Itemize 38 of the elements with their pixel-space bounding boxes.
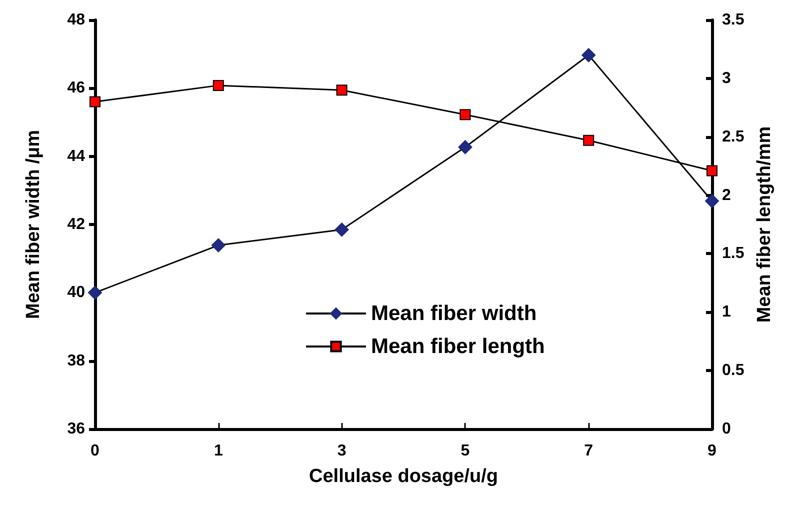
point	[212, 80, 224, 91]
x-tick-label: 3	[337, 442, 346, 460]
point	[706, 165, 718, 176]
y-axis-title: Mean fiber width /μm	[23, 130, 44, 319]
y-tick-label: 42	[67, 216, 86, 233]
y2-tick-label: 1.5	[722, 245, 744, 262]
y-tick-label: 36	[67, 420, 86, 438]
point	[336, 84, 348, 96]
x-tick-label: 1	[214, 442, 223, 460]
point	[583, 134, 594, 146]
y2-axis-title: Mean fiber length/mm	[754, 126, 776, 323]
y-tick-label: 46	[67, 80, 86, 97]
point	[582, 48, 596, 62]
x-tick-label: 5	[460, 442, 470, 460]
legend-label: Mean fiber width	[371, 302, 537, 325]
legend-label: Mean fiber length	[371, 335, 545, 358]
y2-tick-label: 3	[722, 70, 731, 87]
x-axis-title: Cellulase dosage/u/g	[309, 466, 498, 487]
y-tick-label: 48	[67, 12, 86, 28]
x-tick-label: 0	[90, 442, 100, 460]
y-tick-label: 38	[67, 352, 86, 370]
y2-tick-label: 0.5	[722, 362, 744, 380]
point	[90, 96, 100, 108]
point	[88, 286, 102, 300]
point	[460, 109, 471, 120]
y2-tick-label: 1	[722, 304, 731, 321]
y2-tick-label: 2	[722, 186, 731, 204]
x-tick-label: 9	[708, 442, 717, 460]
x-tick-label: 7	[584, 442, 594, 460]
point	[211, 238, 226, 252]
y2-tick-label: 2.5	[722, 128, 744, 146]
point	[334, 222, 349, 237]
y2-tick-label: 3.5	[722, 12, 744, 28]
point	[705, 194, 719, 208]
y-tick-label: 40	[67, 284, 86, 302]
point	[458, 140, 472, 154]
y-tick-label: 44	[67, 148, 86, 165]
y2-tick-label: 0	[722, 420, 731, 438]
